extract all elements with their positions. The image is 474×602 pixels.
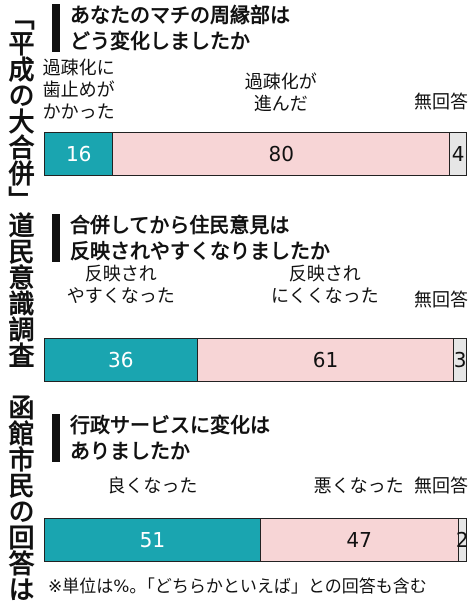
category-label-line: 反映され xyxy=(84,264,157,285)
category-label-line: 良くなった xyxy=(107,476,198,497)
category-label-line: かかった xyxy=(42,102,115,123)
bar-segment-value: 61 xyxy=(196,339,454,381)
question-line: 合併してから住民意見は xyxy=(70,213,290,237)
category-label: 無回答 xyxy=(414,476,468,498)
heading-marker xyxy=(52,4,60,52)
category-label-line: 悪くなった xyxy=(313,476,404,497)
question-line: 反映されやすくなりましたか xyxy=(70,239,330,263)
category-label: 無回答 xyxy=(414,290,468,312)
bar-segment-value: 16 xyxy=(45,133,113,175)
category-label-line: 無回答 xyxy=(414,476,468,497)
category-label-line: 無回答 xyxy=(414,290,468,311)
bar-segment-value: 51 xyxy=(45,519,260,561)
question-line: どう変化しましたか xyxy=(70,29,250,53)
heading-marker xyxy=(52,414,60,462)
bar-segment-value: 36 xyxy=(45,339,197,381)
bar-segment-value: 47 xyxy=(259,519,458,561)
question-line: ありましたか xyxy=(70,439,190,463)
category-label: 反映され にくくなった xyxy=(271,264,379,308)
category-label: 反映され やすくなった xyxy=(67,264,175,308)
category-label-line: 反映され xyxy=(288,264,361,285)
category-label-line: 歯止めが xyxy=(42,80,115,101)
question-line: 行政サービスに変化は xyxy=(70,413,270,437)
category-label: 良くなった xyxy=(107,476,197,498)
bar-segment-value: 2 xyxy=(456,519,469,561)
footnote: ※単位は%。「どちらかといえば」との回答も含む xyxy=(48,577,427,597)
question-line: あなたのマチの周縁部は xyxy=(70,3,290,27)
category-label: 悪くなった xyxy=(314,476,404,498)
heading-marker xyxy=(52,214,60,262)
category-label-line: 無回答 xyxy=(414,92,468,113)
category-label-line: にくくなった xyxy=(270,286,379,307)
bar-segment-value: 3 xyxy=(453,339,467,381)
stacked-bar-3: 51 47 2 xyxy=(44,518,469,562)
category-label-line: 過疎化に xyxy=(42,58,115,79)
bar-segment-value: 80 xyxy=(112,133,450,175)
vertical-title: 「平成の大合併」道民意識調査 函館市民の回答は xyxy=(4,4,34,602)
stacked-bar-2: 36 61 3 xyxy=(44,338,467,382)
bar-segment-value: 4 xyxy=(449,133,466,175)
category-label: 過疎化が 進んだ xyxy=(245,72,317,116)
category-label-line: 進んだ xyxy=(253,94,308,115)
category-label-line: 過疎化が xyxy=(244,72,317,93)
category-label: 過疎化に 歯止めが かかった xyxy=(43,58,115,124)
stacked-bar-1: 16 80 4 xyxy=(44,132,467,176)
category-label: 無回答 xyxy=(414,92,468,114)
category-label-line: やすくなった xyxy=(66,286,175,307)
